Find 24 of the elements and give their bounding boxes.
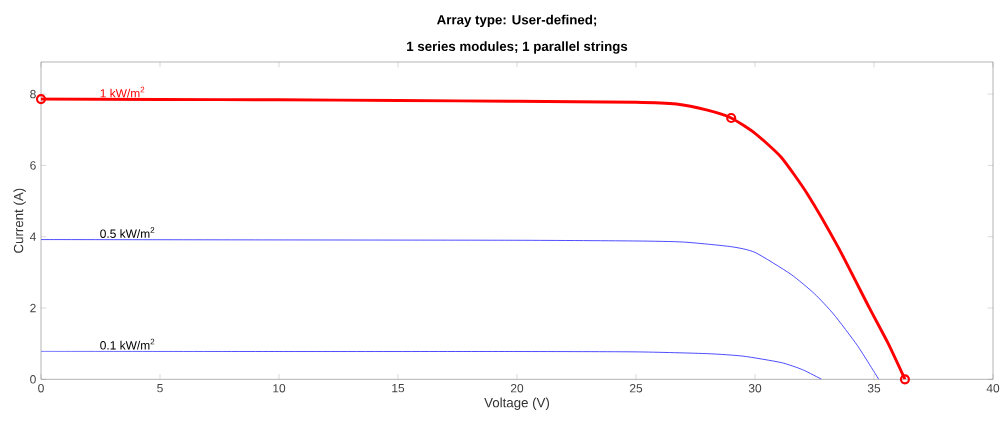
x-tick-label: 15 xyxy=(392,383,405,393)
x-axis-title: Voltage (V) xyxy=(484,397,550,410)
chart-subtitle: 1 series modules; 1 parallel strings xyxy=(407,41,628,54)
series-label: 1 kW/m$^{2}$ xyxy=(100,86,145,98)
y-axis-title: Current (A) xyxy=(13,188,26,253)
x-tick-label: 20 xyxy=(510,383,524,393)
x-tick-label: 40 xyxy=(986,383,1000,393)
y-tick-label: 8 xyxy=(30,89,36,99)
x-tick-label: 0 xyxy=(38,383,44,393)
series-label: 0.5 kW/m$^{2}$ xyxy=(100,227,155,238)
chart-title: Array type: User-defined; xyxy=(437,14,597,27)
line-series xyxy=(41,350,823,380)
y-tick-label: 2 xyxy=(30,303,36,313)
x-tick-label: 10 xyxy=(273,383,286,393)
y-tick-label: 6 xyxy=(30,161,36,170)
x-tick-label: 5 xyxy=(157,383,163,393)
x-tick-label: 30 xyxy=(748,383,762,393)
point xyxy=(726,112,737,123)
line-series xyxy=(41,239,880,380)
y-tick-label: 0 xyxy=(30,374,36,384)
x-tick-label: 25 xyxy=(629,383,643,393)
x-tick-label: 35 xyxy=(867,383,881,393)
series-label: 0.1 kW/m$^{2}$ xyxy=(100,338,155,350)
y-tick-label: 4 xyxy=(29,232,36,241)
